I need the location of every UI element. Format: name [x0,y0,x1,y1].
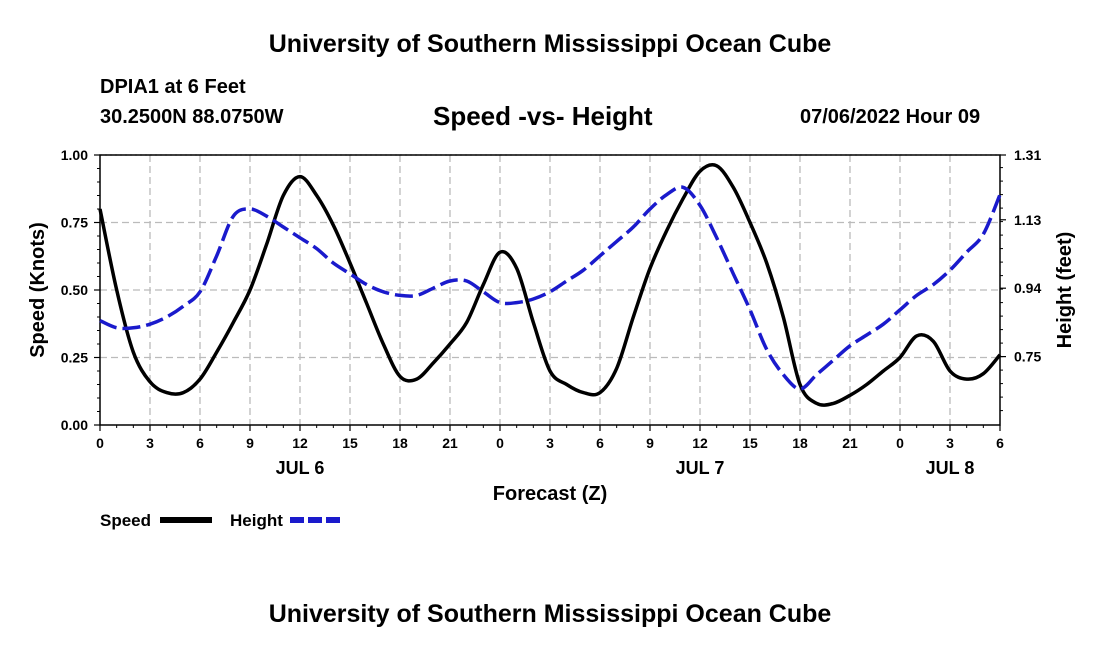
x-tick-label: 12 [692,435,708,451]
y2-tick-label: 1.31 [1014,147,1041,163]
x-tick-label: 6 [596,435,604,451]
station-label: DPIA1 at 6 Feet [100,76,246,98]
legend-speed-label: Speed [100,511,151,530]
plot-frame [99,154,1001,426]
y-axis-label: Speed (Knots) [27,222,49,358]
chart-title: Speed -vs- Height [433,101,653,131]
y2-tick-label: 0.75 [1014,349,1041,365]
x-tick-label: 18 [392,435,408,451]
day-label: JUL 7 [676,458,725,478]
y-tick-label: 0.00 [61,417,88,433]
y-tick-label: 0.50 [61,282,88,298]
y-tick-label: 1.00 [61,147,88,163]
issued-timestamp: 07/06/2022 Hour 09 [800,106,981,128]
x-tick-label: 3 [546,435,554,451]
station-coordinates: 30.2500N 88.0750W [100,106,284,128]
x-tick-label: 3 [946,435,954,451]
axis-labels: 0 3 6 9 12 15 18 21 0 3 6 9 12 15 18 21 0 3 6 JUL 6 JUL 7 JUL… [61,147,1042,478]
x-tick-label: 0 [896,435,904,451]
x-tick-label: 3 [146,435,154,451]
day-label: JUL 8 [926,458,975,478]
x-tick-label: 21 [842,435,858,451]
x-tick-label: 9 [246,435,254,451]
y-tick-label: 0.25 [61,350,88,366]
x-tick-label: 12 [292,435,308,451]
legend: Speed Height [100,511,342,530]
x-tick-label: 0 [496,435,504,451]
data-series [98,163,1002,407]
y2-tick-label: 0.94 [1014,280,1041,296]
footer-title: University of Southern Mississippi Ocean… [268,600,832,628]
speed-series-line [98,163,1002,407]
legend-height-label: Height [230,511,283,530]
height-series-line [99,185,1002,391]
page-title: University of Southern Mississippi Ocean… [268,30,832,58]
x-tick-label: 15 [742,435,758,451]
x-tick-label: 6 [196,435,204,451]
x-tick-label: 21 [442,435,458,451]
y2-axis-label: Height (feet) [1054,232,1076,349]
x-tick-label: 0 [96,435,104,451]
x-tick-label: 6 [996,435,1004,451]
y2-tick-label: 1.13 [1014,212,1041,228]
x-tick-label: 9 [646,435,654,451]
x-axis-label: Forecast (Z) [493,483,607,505]
day-label: JUL 6 [276,458,325,478]
x-tick-label: 15 [342,435,358,451]
x-tick-label: 18 [792,435,808,451]
y-tick-label: 0.75 [61,215,88,231]
